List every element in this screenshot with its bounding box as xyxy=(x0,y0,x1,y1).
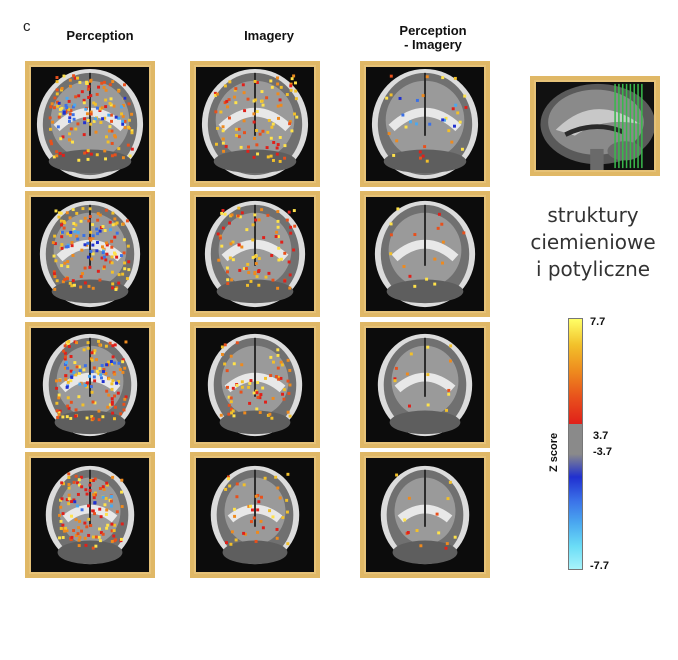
brain-slice-imagery-row-3 xyxy=(190,322,320,448)
coronal-brain-image xyxy=(31,67,149,181)
brain-slice-imagery-row-2 xyxy=(190,191,320,317)
coronal-brain-image xyxy=(196,328,314,442)
coronal-brain-image xyxy=(196,67,314,181)
brain-slice-difference-row-4 xyxy=(360,452,490,578)
coronal-brain-image xyxy=(366,328,484,442)
brain-slice-imagery-row-4 xyxy=(190,452,320,578)
brain-slice-perception-row-3 xyxy=(25,322,155,448)
brain-slice-perception-row-2 xyxy=(25,191,155,317)
colorbar-tick-min: -7.7 xyxy=(590,560,609,572)
coronal-brain-image xyxy=(366,67,484,181)
coronal-brain-image xyxy=(31,197,149,311)
brain-slice-perception-row-4 xyxy=(25,452,155,578)
brain-slice-perception-row-1 xyxy=(25,61,155,187)
coronal-brain-image xyxy=(31,458,149,572)
panel-letter: c xyxy=(23,18,31,35)
side-caption-line-3: i potyliczne xyxy=(535,257,651,281)
coronal-brain-image xyxy=(366,197,484,311)
coronal-brain-image xyxy=(366,458,484,572)
colorbar-gradient xyxy=(568,318,583,570)
column-header-perception: Perception xyxy=(66,28,134,43)
brain-slice-difference-row-3 xyxy=(360,322,490,448)
brain-slice-difference-row-2 xyxy=(360,191,490,317)
colorbar-tick-max: 7.7 xyxy=(590,316,606,328)
colorbar-axis-label: Z score xyxy=(548,432,560,472)
column-header-difference: Perception - Imagery xyxy=(399,23,467,52)
column-header-imagery: Imagery xyxy=(244,28,294,43)
side-caption-line-2: ciemieniowe xyxy=(530,230,656,254)
colorbar-tick-neg-threshold: -3.7 xyxy=(593,446,612,458)
coronal-brain-image xyxy=(196,458,314,572)
sagittal-brain-image xyxy=(536,82,654,170)
brain-slice-imagery-row-1 xyxy=(190,61,320,187)
coronal-brain-image xyxy=(31,328,149,442)
brain-slice-difference-row-1 xyxy=(360,61,490,187)
sagittal-reference-slice xyxy=(530,76,660,176)
side-caption-line-1: struktury xyxy=(547,203,639,227)
colorbar-tick-pos-threshold: 3.7 xyxy=(593,430,609,442)
coronal-brain-image xyxy=(196,197,314,311)
side-caption: struktury ciemieniowe i potyliczne xyxy=(518,202,668,283)
